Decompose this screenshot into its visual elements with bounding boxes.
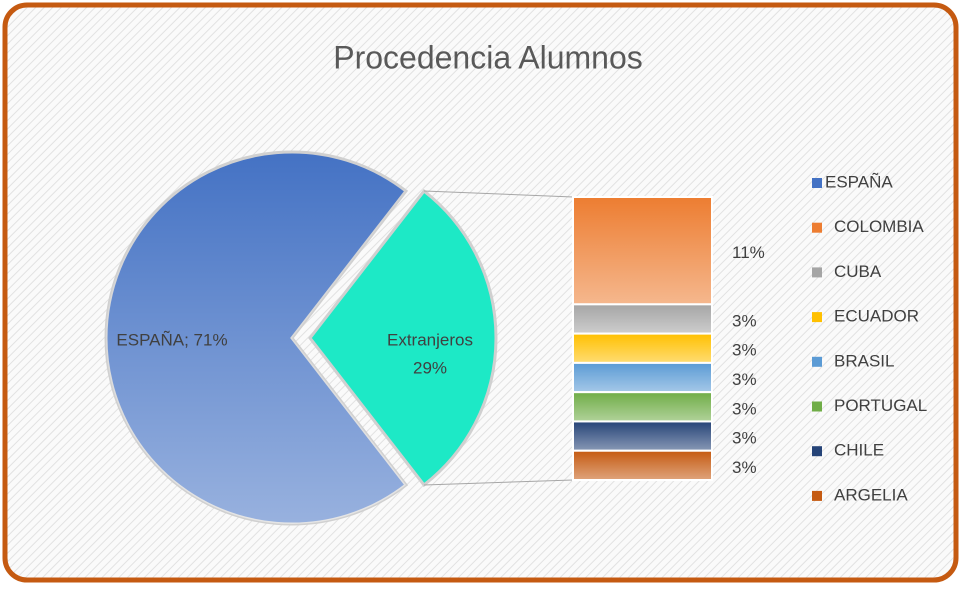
- legend-label: ECUADOR: [834, 307, 919, 326]
- legend-swatch: [812, 312, 822, 323]
- data-label: 3%: [732, 429, 757, 448]
- legend-label: ARGELIA: [834, 485, 908, 504]
- legend-swatch: [812, 446, 822, 457]
- data-label: 3%: [732, 399, 757, 418]
- data-label: 3%: [732, 311, 757, 330]
- bar-shade: [573, 392, 712, 422]
- data-label: 11%: [732, 243, 765, 262]
- legend-label: COLOMBIA: [834, 217, 924, 236]
- legend-swatch: [812, 267, 822, 278]
- data-label: 29%: [413, 358, 447, 377]
- data-label: Extranjeros: [387, 330, 473, 349]
- bar-shade: [573, 421, 712, 451]
- connector: [423, 190, 574, 198]
- bar-shade: [573, 333, 712, 363]
- legend-label: CUBA: [834, 262, 882, 281]
- legend-label: CHILE: [834, 441, 884, 460]
- chart-title: Procedencia Alumnos: [333, 39, 643, 75]
- legend-swatch: [812, 401, 822, 412]
- connector: [423, 479, 574, 486]
- legend-swatch: [812, 356, 822, 367]
- legend-swatch: [812, 178, 822, 188]
- bar-shade: [573, 362, 712, 393]
- bar-shade: [573, 450, 712, 480]
- legend-label: ESPAÑA: [825, 172, 893, 191]
- data-label: 3%: [732, 370, 757, 389]
- legend-label: PORTUGAL: [834, 396, 927, 415]
- pie-slice: [308, 188, 498, 488]
- data-label: 3%: [732, 458, 757, 477]
- legend-swatch: [812, 222, 822, 233]
- bar-shade: [573, 197, 712, 305]
- pie-shade: [106, 152, 407, 525]
- data-label: 3%: [732, 341, 757, 360]
- data-label: ESPAÑA; 71%: [116, 330, 227, 349]
- legend-label: BRASIL: [834, 351, 894, 370]
- bar-shade: [573, 304, 712, 334]
- legend-swatch: [812, 490, 822, 501]
